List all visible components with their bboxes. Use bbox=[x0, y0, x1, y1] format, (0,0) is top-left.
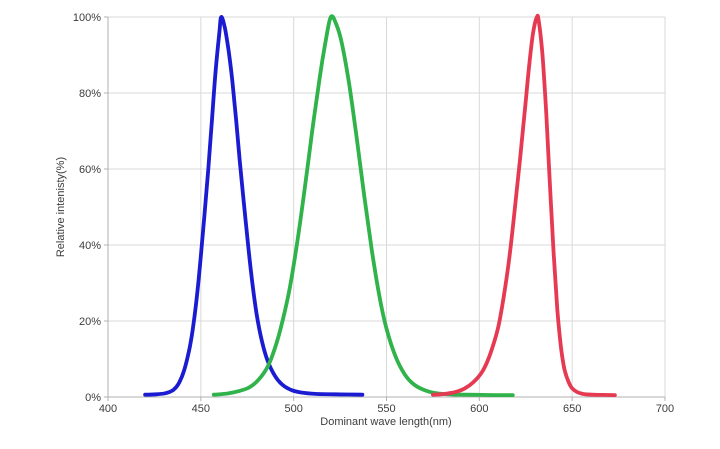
x-tick-label: 600 bbox=[470, 403, 488, 415]
grid-layer bbox=[108, 16, 666, 397]
y-tick-label: 100% bbox=[73, 12, 101, 24]
curve-green-led-spectrum bbox=[211, 14, 515, 398]
y-tick-label: 60% bbox=[79, 164, 101, 176]
y-tick-label: 80% bbox=[79, 88, 101, 100]
x-tick-label: 450 bbox=[192, 403, 210, 415]
tick-label-layer: 400 450 500 550 600 650 700 0% 20% 40% 60% 80% 100% bbox=[73, 12, 674, 415]
axis-layer bbox=[104, 16, 666, 401]
x-tick-label: 400 bbox=[99, 403, 117, 415]
curve-red-led-spectrum bbox=[431, 13, 617, 397]
x-tick-label: 650 bbox=[563, 403, 581, 415]
curve-blue-led-spectrum bbox=[143, 15, 365, 397]
y-axis-title: Relative intenisty(%) bbox=[55, 157, 67, 257]
x-tick-label: 700 bbox=[656, 403, 674, 415]
y-tick-label: 0% bbox=[85, 392, 101, 404]
x-axis-title: Dominant wave length(nm) bbox=[320, 416, 451, 428]
x-tick-label: 500 bbox=[284, 403, 302, 415]
x-tick-label: 550 bbox=[377, 403, 395, 415]
curve-layer bbox=[143, 13, 617, 398]
y-tick-label: 20% bbox=[79, 316, 101, 328]
y-tick-label: 40% bbox=[79, 240, 101, 252]
